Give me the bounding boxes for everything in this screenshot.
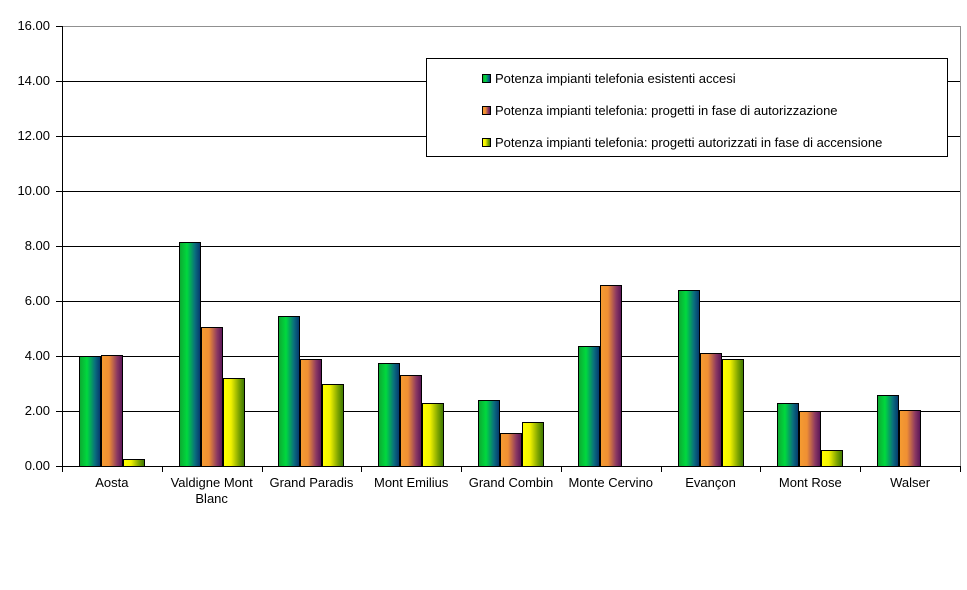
y-tick — [56, 81, 62, 82]
y-axis-tick-label: 12.00 — [17, 128, 50, 143]
gridline-y-6.00 — [62, 301, 960, 302]
legend-marker-icon — [482, 73, 491, 83]
x-axis-category-label: Evançon — [685, 475, 736, 490]
x-axis-category-label: Walser — [890, 475, 931, 490]
bar-series2-grand-paradis — [300, 358, 323, 467]
bar-series2-mont-emilius — [400, 375, 423, 467]
plot-right-border — [960, 26, 961, 466]
x-axis-category-label: Valdigne Mont Blanc — [170, 475, 253, 507]
plot-top-border — [62, 26, 960, 27]
bar-series1-walser — [877, 394, 900, 467]
bar-series3-mont-rose — [821, 449, 844, 467]
legend: Potenza impianti telefonia esistenti acc… — [426, 58, 948, 157]
x-axis-category-label: Monte Cervino — [568, 475, 654, 490]
x-tick — [660, 466, 662, 472]
y-axis-tick-label: 14.00 — [17, 73, 50, 88]
legend-label: Potenza impianti telefonia: progetti in … — [495, 102, 838, 118]
y-axis-tick-label: 2.00 — [24, 403, 50, 418]
bar-series1-aosta — [78, 356, 101, 467]
bar-series2-walser — [899, 409, 922, 467]
legend-marker-icon — [482, 105, 491, 115]
y-tick — [56, 411, 62, 412]
x-tick — [161, 466, 163, 472]
y-tick — [56, 466, 62, 467]
x-tick — [760, 466, 762, 472]
y-axis-tick-label: 0.00 — [24, 458, 50, 473]
bar-series3-evan-on — [721, 358, 744, 467]
legend-item-series3: Potenza impianti telefonia: progetti aut… — [482, 134, 882, 150]
y-axis-tick-label: 10.00 — [17, 183, 50, 198]
bar-series2-grand-combin — [500, 433, 522, 467]
bar-series2-aosta — [100, 354, 123, 467]
gridline-y-4.00 — [62, 356, 960, 357]
x-tick — [62, 466, 63, 472]
y-tick — [56, 136, 62, 137]
legend-label: Potenza impianti telefonia: progetti aut… — [495, 134, 883, 150]
bar-series2-valdigne-mont-blanc — [200, 327, 223, 467]
bar-series3-aosta — [122, 459, 145, 467]
bar-series3-valdigne-mont-blanc — [222, 378, 245, 467]
y-tick — [56, 301, 62, 302]
bar-series2-mont-rose — [799, 411, 822, 467]
y-axis — [62, 26, 63, 467]
legend-item-series2: Potenza impianti telefonia: progetti in … — [482, 102, 838, 118]
y-axis-tick-label: 16.00 — [17, 18, 50, 33]
x-tick — [960, 466, 961, 472]
y-tick — [56, 191, 62, 192]
legend-item-series1: Potenza impianti telefonia esistenti acc… — [482, 70, 736, 86]
bar-series3-mont-emilius — [422, 402, 445, 467]
y-tick — [56, 356, 62, 357]
y-axis-tick-label: 4.00 — [24, 348, 50, 363]
y-tick — [56, 26, 62, 27]
bar-series1-monte-cervino — [577, 346, 600, 467]
x-axis-category-label: Grand Combin — [468, 475, 554, 490]
bar-series2-evan-on — [699, 353, 722, 467]
x-tick — [860, 466, 862, 472]
x-tick — [361, 466, 363, 472]
y-axis-tick-label: 8.00 — [24, 238, 50, 253]
x-axis-category-label: Mont Emilius — [374, 475, 449, 490]
y-tick — [56, 246, 62, 247]
bar-series1-mont-rose — [777, 402, 800, 467]
gridline-y-2.00 — [62, 411, 960, 412]
x-tick — [261, 466, 263, 472]
bar-series1-grand-combin — [478, 400, 500, 467]
x-axis-category-label: Mont Rose — [778, 475, 842, 490]
bar-series1-evan-on — [677, 290, 700, 467]
x-tick — [461, 466, 463, 472]
gridline-y-8.00 — [62, 246, 960, 247]
legend-label: Potenza impianti telefonia esistenti acc… — [495, 70, 736, 86]
x-axis-category-label: Grand Paradis — [269, 475, 354, 490]
y-axis-tick-label: 6.00 — [24, 293, 50, 308]
bar-series1-valdigne-mont-blanc — [178, 241, 201, 467]
gridline-y-10.00 — [62, 191, 960, 192]
bar-series3-grand-paradis — [322, 383, 345, 467]
bar-series1-mont-emilius — [378, 362, 401, 467]
bar-series3-grand-combin — [522, 422, 544, 467]
bar-series1-grand-paradis — [278, 316, 301, 467]
x-axis-category-label: Aosta — [95, 475, 129, 490]
bar-series2-monte-cervino — [599, 284, 622, 467]
legend-marker-icon — [482, 137, 491, 147]
x-tick — [560, 466, 562, 472]
